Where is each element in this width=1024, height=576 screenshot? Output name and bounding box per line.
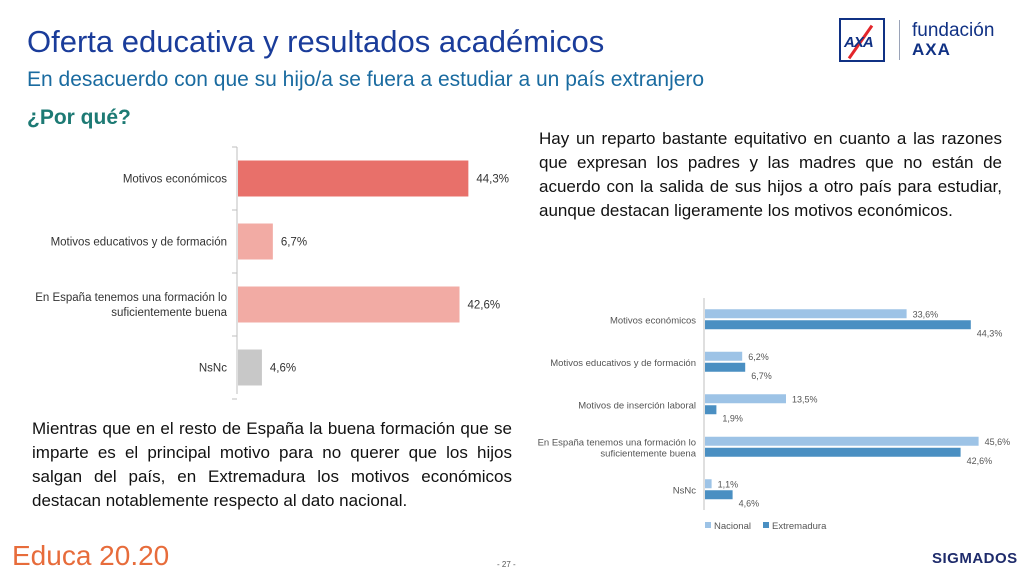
page-title: Oferta educativa y resultados académicos (27, 24, 605, 59)
chart2-legend-label: Extremadura (772, 521, 827, 532)
chart2-bar-extremadura (705, 362, 746, 372)
chart1-bar (238, 160, 469, 197)
chart1-bar (238, 223, 273, 260)
chart2-value-label: 1,9% (722, 413, 743, 423)
fundacion-word: fundación (912, 20, 995, 41)
chart2-legend-swatch (705, 522, 711, 528)
chart1-category-label: Motivos educativos y de formación (51, 237, 227, 249)
chart2-value-label: 42,6% (967, 456, 993, 466)
chart2-bar-nacional (705, 394, 786, 404)
chart-nacional-vs-extremadura: Motivos económicos 33,6% 44,3% Motivos educ… (538, 298, 1010, 532)
educa-logo: Educa 20.20 (12, 540, 170, 571)
chart2-bar-nacional (705, 436, 979, 446)
chart2-value-label: 33,6% (913, 309, 939, 319)
fundacion-brand: AXA (912, 40, 951, 59)
chart2-bar-extremadura (705, 447, 961, 457)
axa-logo: AXA (839, 18, 885, 62)
page-subtitle: En desacuerdo con que su hijo/a se fuera… (27, 68, 705, 91)
chart1-bar (238, 286, 460, 323)
chart2-bar-extremadura (705, 405, 717, 415)
chart2-category-label: Motivos de inserción laboral (578, 400, 696, 411)
page-number: - 27 - (497, 560, 516, 569)
chart2-value-label: 13,5% (792, 394, 818, 404)
sigmados-logo: SIGMADOS (932, 550, 1018, 567)
chart2-value-label: 6,2% (748, 352, 769, 362)
chart2-value-label: 1,1% (718, 479, 739, 489)
chart2-bar-extremadura (705, 490, 733, 500)
chart1-value-label: 42,6% (468, 300, 501, 312)
chart1-value-label: 6,7% (281, 237, 307, 249)
chart2-bar-nacional (705, 309, 907, 319)
chart2-value-label: 4,6% (739, 498, 760, 508)
chart2-value-label: 45,6% (985, 437, 1011, 447)
chart2-value-label: 6,7% (751, 371, 772, 381)
chart2-category-label: En España tenemos una formación lo sufici… (538, 437, 697, 459)
chart1-value-label: 4,6% (270, 363, 296, 375)
chart2-bar-nacional (705, 479, 712, 489)
logo-divider (899, 20, 900, 60)
right-paragraph: Hay un reparto bastante equitativo en cu… (539, 129, 1002, 220)
chart1-value-label: 44,3% (476, 174, 509, 186)
chart2-category-label: Motivos económicos (610, 315, 696, 326)
chart2-category-label: NsNc (673, 485, 696, 496)
chart1-bar (238, 349, 262, 386)
chart1-category-label: En España tenemos una formación lo sufici… (35, 292, 227, 319)
chart2-legend-label: Nacional (714, 521, 751, 532)
chart2-value-label: 44,3% (977, 328, 1003, 338)
chart1-category-label: Motivos económicos (123, 174, 227, 186)
chart1-category-label: NsNc (199, 363, 227, 375)
chart2-bar-nacional (705, 351, 743, 361)
axa-logo-text: AXA (844, 34, 874, 51)
chart-extremadura-reasons: Motivos económicos 44,3% Motivos educativo… (35, 146, 509, 400)
chart2-legend-swatch (763, 522, 769, 528)
chart2-bar-extremadura (705, 320, 971, 330)
question-heading: ¿Por qué? (27, 106, 131, 129)
chart2-category-label: Motivos educativos y de formación (550, 358, 696, 369)
left-paragraph: Mientras que en el resto de España la bu… (32, 419, 512, 510)
